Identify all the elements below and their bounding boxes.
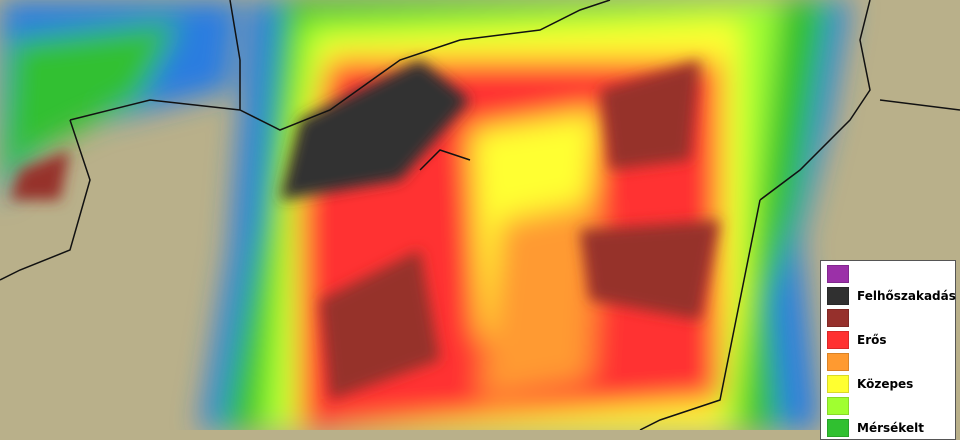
legend-item: Felhőszakadás [827,287,956,305]
heavy-cells [10,60,720,400]
legend-label: Közepes [857,377,914,391]
legend-label: Felhőszakadás [857,289,956,303]
legend-item [827,309,857,327]
legend-swatch [827,265,849,283]
legend-item: Mérsékelt [827,419,924,437]
legend-item [827,265,857,283]
legend-item: Erős [827,331,887,349]
legend-item: Közepes [827,375,913,393]
legend-swatch [827,309,849,327]
legend-label: Mérsékelt [857,421,924,435]
legend-swatch [827,353,849,371]
legend-label: Erős [857,333,887,347]
legend-swatch [827,287,849,305]
legend-swatch [827,397,849,415]
legend-swatch [827,419,849,437]
legend: Felhőszakadás Erős Közepes Mérsékelt [820,260,956,440]
legend-item [827,397,857,415]
legend-swatch [827,375,849,393]
legend-item [827,353,857,371]
country-borders [0,0,960,430]
legend-swatch [827,331,849,349]
radar-map[interactable] [0,0,960,430]
